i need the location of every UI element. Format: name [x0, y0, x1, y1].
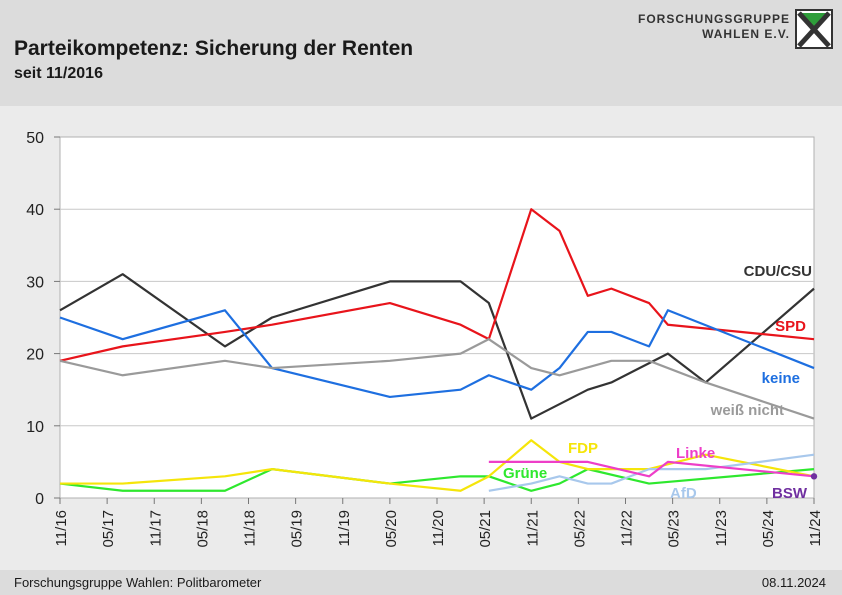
series-point-bsw — [810, 473, 818, 480]
x-tick-label: 11/17 — [147, 510, 164, 546]
series-line-cdu-csu — [59, 273, 815, 420]
x-tick-label: 05/22 — [571, 510, 588, 548]
y-tick-label: 30 — [26, 274, 44, 291]
x-tick-label: 11/21 — [524, 510, 541, 546]
x-tick-label: 11/23 — [713, 510, 730, 546]
y-tick-label: 20 — [26, 347, 44, 364]
series-line-wei-nicht — [59, 338, 815, 420]
series-line-keine — [59, 309, 815, 399]
x-tick-label: 05/20 — [383, 510, 400, 548]
series-label-linke: Linke — [676, 445, 715, 462]
y-tick-label: 0 — [35, 491, 44, 508]
x-tick-label: 11/20 — [430, 510, 447, 546]
series-label-bsw: BSW — [772, 485, 808, 502]
chart-area: 0 10 20 30 40 50 11/16 05/17 11/17 05/18 11/18 05/1… — [0, 106, 842, 570]
series-label-wei-nicht: weiß nicht — [710, 402, 784, 419]
logo-text: FORSCHUNGSGRUPPE WAHLEN E.V. — [638, 12, 790, 42]
header-band: Parteikompetenz: Sicherung der Renten se… — [0, 0, 842, 106]
series-label-gr-ne: Grüne — [503, 465, 547, 482]
series-line-spd — [59, 208, 815, 362]
chart-subtitle: seit 11/2016 — [14, 65, 103, 82]
x-tick-label: 05/21 — [477, 510, 494, 548]
x-tick-label: 11/22 — [619, 510, 636, 546]
series-line-gr-ne — [59, 468, 815, 492]
x-tick-label: 05/23 — [666, 510, 683, 548]
series-line-afd — [488, 453, 815, 492]
logo-line-1: FORSCHUNGSGRUPPE — [637, 12, 790, 26]
series-line-linke — [488, 460, 815, 478]
series-label-afd: AfD — [670, 485, 697, 502]
x-tick-label: 11/18 — [242, 510, 259, 546]
x-tick-label: 05/24 — [760, 510, 777, 548]
series-label-spd: SPD — [775, 318, 806, 335]
source-note: Forschungsgruppe Wahlen: Politbarometer — [14, 575, 262, 590]
series-label-cdu-csu: CDU/CSU — [744, 263, 812, 280]
y-tick-label: 40 — [26, 202, 44, 219]
logo-icon — [795, 9, 833, 49]
footer-band: Forschungsgruppe Wahlen: Politbarometer … — [0, 570, 842, 595]
y-tick-label: 10 — [26, 419, 44, 436]
line-chart: 0 10 20 30 40 50 11/16 05/17 11/17 05/18 11/18 05/1… — [26, 130, 824, 548]
date-note: 08.11.2024 — [761, 575, 826, 590]
series-label-fdp: FDP — [568, 440, 598, 457]
x-tick-label: 05/17 — [100, 510, 117, 548]
y-tick-label: 50 — [26, 130, 44, 147]
logo-line-2: WAHLEN E.V. — [702, 27, 790, 41]
series-label-keine: keine — [762, 370, 800, 387]
x-tick-label: 05/19 — [289, 510, 306, 548]
x-tick-label: 05/18 — [194, 510, 211, 548]
x-tick-label: 11/19 — [336, 510, 353, 546]
x-tick-label: 11/16 — [53, 510, 70, 546]
x-tick-label: 11/24 — [807, 510, 824, 546]
chart-title: Parteikompetenz: Sicherung der Renten — [14, 37, 414, 60]
